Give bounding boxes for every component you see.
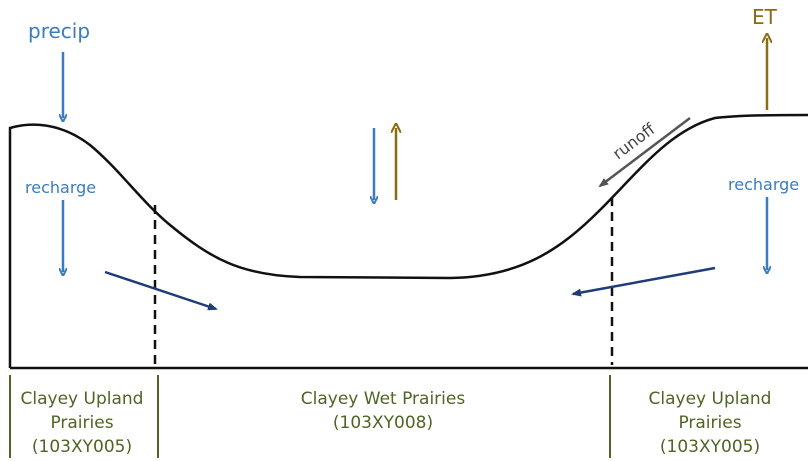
section-labels: Clayey Upland Prairies (103XY005) Clayey We…	[21, 389, 772, 457]
flow-arrow	[571, 266, 716, 297]
section-separators	[9, 375, 611, 458]
section-label: Prairies	[50, 413, 113, 433]
arrows	[63, 38, 767, 311]
section-label: (103XY005)	[660, 437, 760, 457]
et-label: ET	[752, 5, 778, 29]
dividers	[153, 197, 614, 365]
section-label: (103XY005)	[32, 437, 132, 457]
recharge-label: recharge	[25, 178, 96, 197]
section-label: Prairies	[678, 413, 741, 433]
flow-arrow	[104, 270, 218, 311]
precip-label: precip	[28, 19, 90, 43]
recharge-label: recharge	[728, 175, 799, 194]
landscape	[8, 113, 808, 370]
terrain-line	[8, 113, 808, 368]
section-label: Clayey Upland	[649, 389, 772, 409]
section-label: Clayey Wet Prairies	[301, 389, 466, 409]
section-label: (103XY008)	[333, 413, 433, 433]
runoff-arrow	[598, 117, 691, 188]
section-label: Clayey Upland	[21, 389, 144, 409]
